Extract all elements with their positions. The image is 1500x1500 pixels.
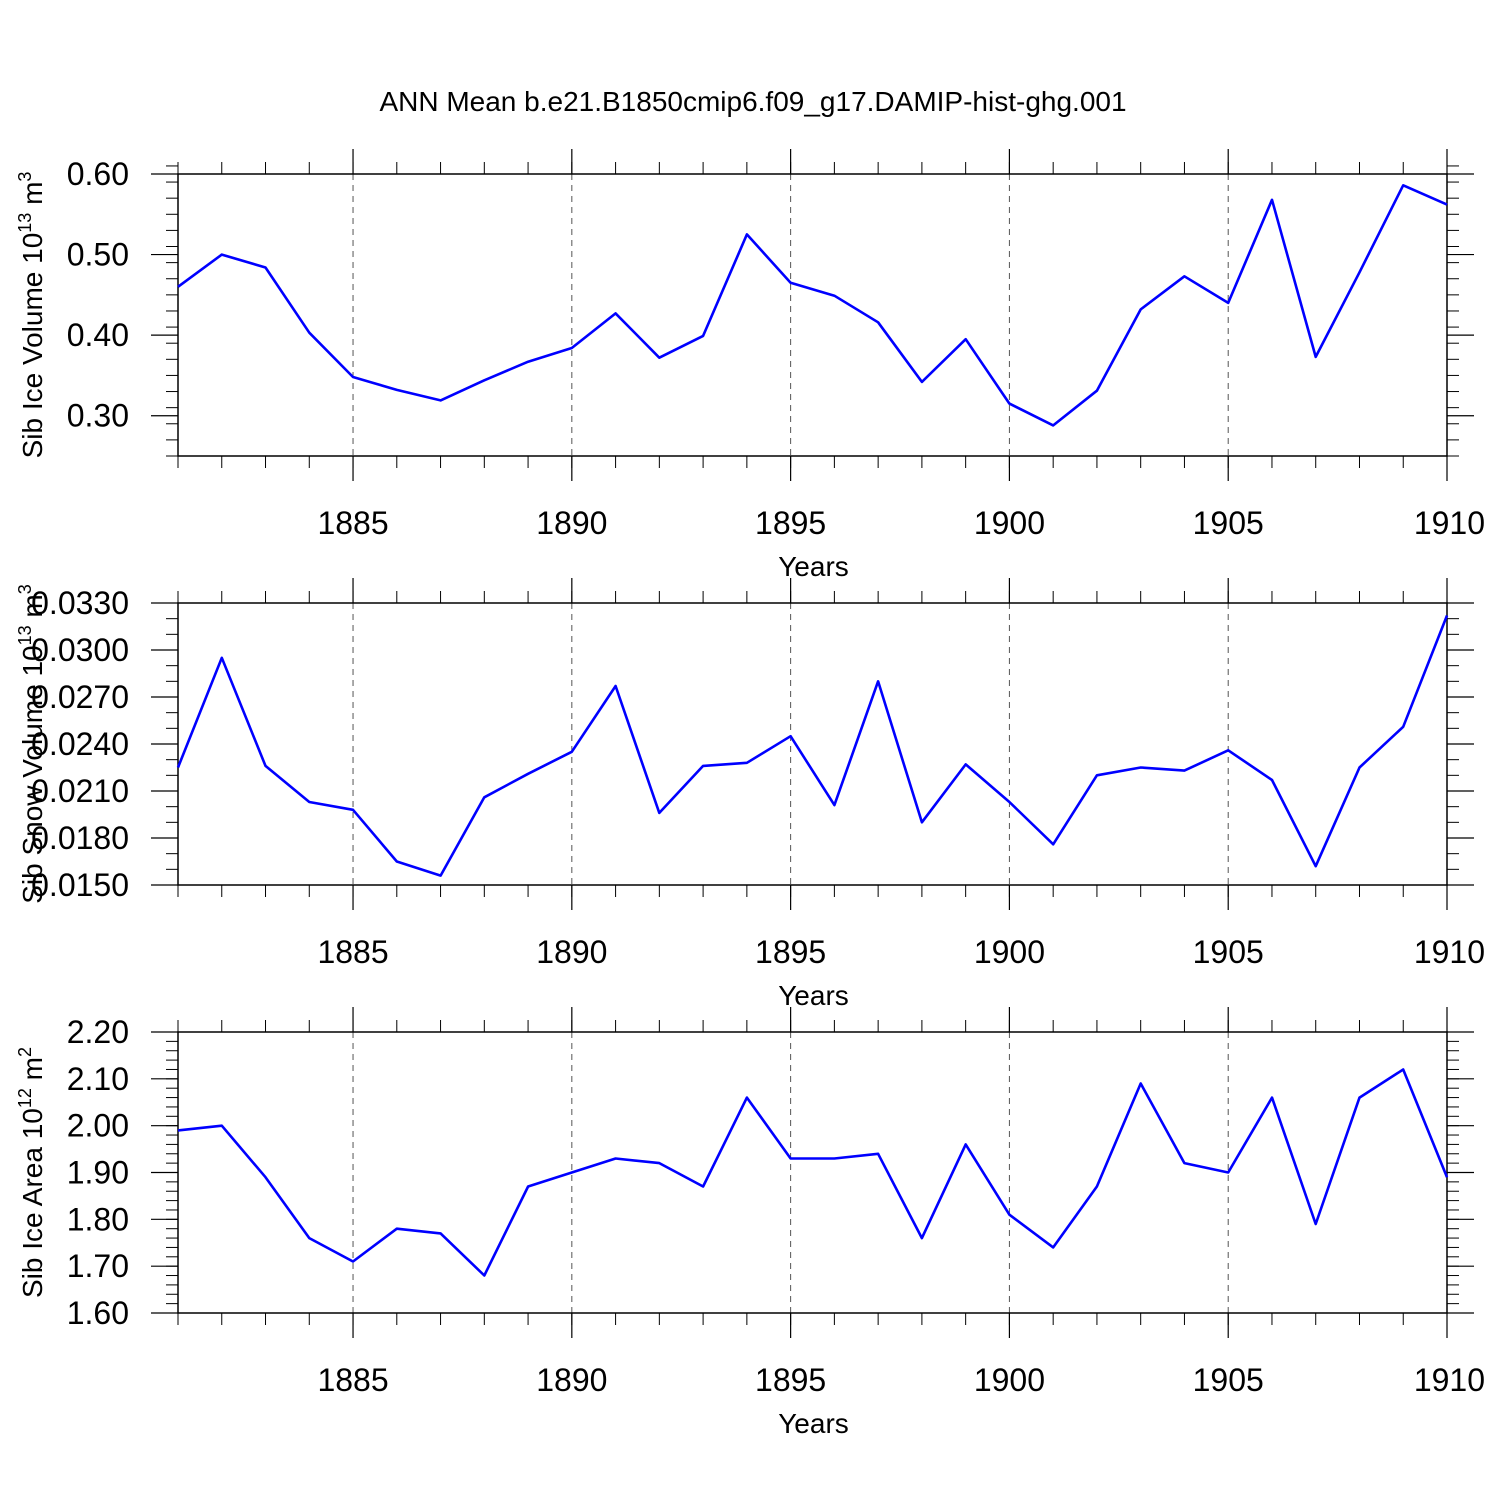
figure-title: ANN Mean b.e21.B1850cmip6.f09_g17.DAMIP-…: [379, 86, 1126, 117]
chart-panel-2: 1885 1890 1895 1900 1905 1910 0.0150 0.0180 0.02…: [15, 578, 1485, 1011]
x-tick-label: 1905: [1193, 1362, 1264, 1398]
y-axis-label-exponent: 12: [15, 1088, 35, 1108]
x-tick-label: 1910: [1414, 934, 1485, 970]
x-tick-label: 1885: [317, 505, 388, 541]
x-tick-label: 1900: [974, 934, 1045, 970]
y-tick-label: 0.0210: [31, 773, 129, 809]
x-tick-label: 1905: [1193, 934, 1264, 970]
series-line: [176, 615, 1449, 877]
x-axis-label: Years: [778, 1408, 849, 1439]
x-axis-label: Years: [778, 980, 849, 1011]
y-axis-label: Sib Ice Volume 1013 m3: [15, 172, 48, 459]
x-tick-label: 1890: [536, 1362, 607, 1398]
y-axis-label-text: Sib Ice Volume 10: [17, 233, 48, 459]
y-axis-label-unit-exponent: 2: [15, 1047, 35, 1057]
y-tick-label: 2.00: [67, 1108, 129, 1144]
y-tick-label: 0.0150: [31, 867, 129, 903]
y-tick-label: 0.30: [67, 398, 129, 434]
x-tick-label: 1905: [1193, 505, 1264, 541]
y-axis-label-text: Sib Snow Volume 10: [17, 645, 48, 903]
x-tick-label: 1900: [974, 1362, 1045, 1398]
y-axis-label: Sib Snow Volume 1013 m3: [15, 584, 48, 904]
y-tick-label: 0.0300: [31, 632, 129, 668]
y-tick-label: 1.70: [67, 1248, 129, 1284]
series-line: [177, 1068, 1449, 1277]
y-tick-label: 1.60: [67, 1295, 129, 1331]
y-tick-label: 0.0270: [31, 679, 129, 715]
y-tick-label: 1.90: [67, 1155, 129, 1191]
y-tick-label: 0.60: [67, 156, 129, 192]
y-tick-label: 0.0330: [31, 585, 129, 621]
y-axis-label-text: Sib Ice Area 10: [17, 1108, 48, 1298]
series-line: [177, 184, 1448, 427]
y-axis-label-unit: m: [17, 594, 48, 625]
y-axis-label-unit: m: [17, 182, 48, 213]
plot-frame: [177, 1031, 1448, 1314]
y-axis-label: Sib Ice Area 1012 m2: [15, 1047, 48, 1298]
x-tick-label: 1910: [1414, 505, 1485, 541]
y-axis-label-unit-exponent: 3: [15, 584, 35, 594]
y-tick-label: 0.0180: [31, 820, 129, 856]
y-tick-label: 2.10: [67, 1061, 129, 1097]
plot-frame: [177, 602, 1448, 886]
y-axis-label-unit-exponent: 3: [15, 172, 35, 182]
y-tick-label: 0.40: [67, 317, 129, 353]
y-tick-label: 1.80: [67, 1201, 129, 1237]
y-tick-label: 0.0240: [31, 726, 129, 762]
x-tick-label: 1895: [755, 934, 826, 970]
x-tick-label: 1885: [317, 1362, 388, 1398]
x-axis-label: Years: [778, 551, 849, 582]
x-tick-label: 1910: [1414, 1362, 1485, 1398]
x-tick-label: 1900: [974, 505, 1045, 541]
x-tick-label: 1890: [536, 934, 607, 970]
x-tick-label: 1895: [755, 505, 826, 541]
x-tick-label: 1885: [317, 934, 388, 970]
y-tick-label: 0.50: [67, 237, 129, 273]
plot-frame: [177, 173, 1448, 457]
y-axis-label-exponent: 13: [15, 625, 35, 645]
y-axis-label-unit: m: [17, 1057, 48, 1088]
x-tick-label: 1890: [536, 505, 607, 541]
chart-panel-1: 1885 1890 1895 1900 1905 1910 0.30 0.40 0.50 0.60…: [15, 149, 1485, 582]
y-tick-label: 2.20: [67, 1014, 129, 1050]
chart-panel-3: 1885 1890 1895 1900 1905 1910 1.60 1.70 1.80 1.90…: [15, 1007, 1485, 1439]
x-tick-label: 1895: [755, 1362, 826, 1398]
y-axis-label-exponent: 13: [15, 213, 35, 233]
